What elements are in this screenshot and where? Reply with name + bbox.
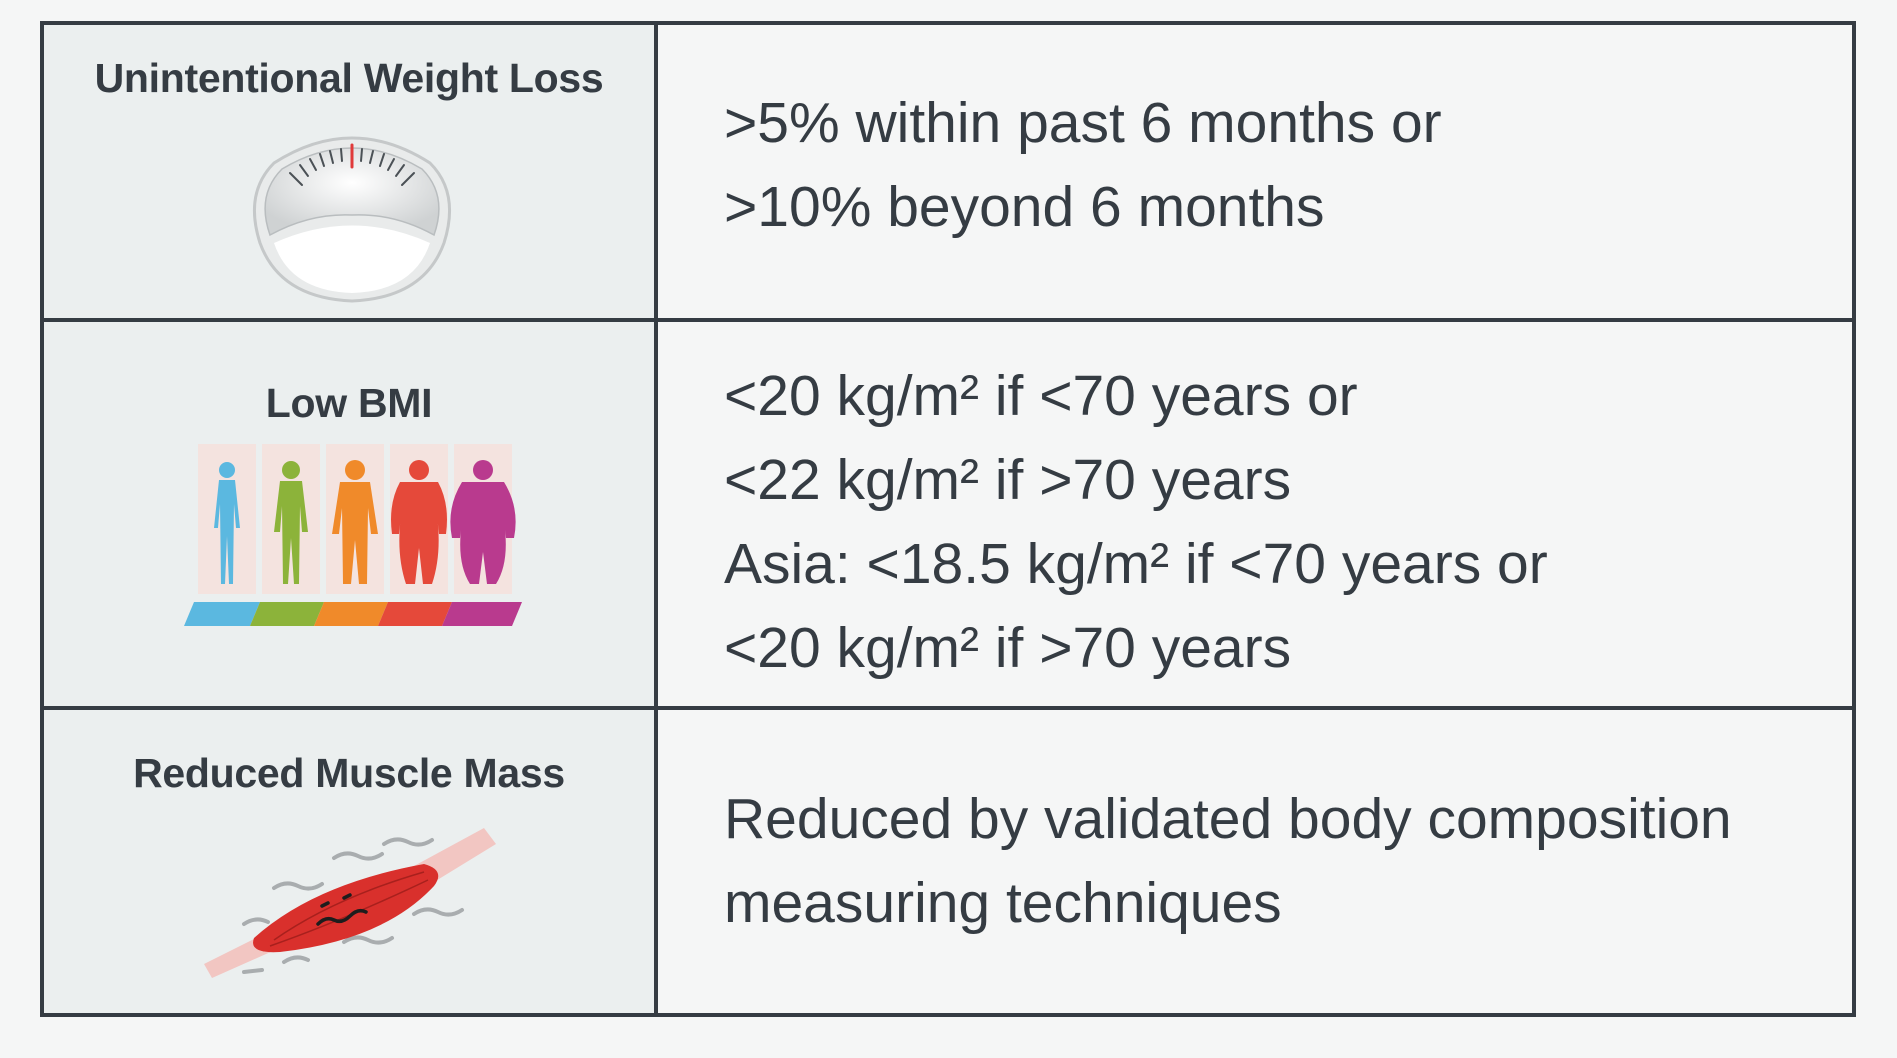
criteria-line: >5% within past 6 months or xyxy=(724,91,1442,155)
weight-loss-label-cell: Unintentional Weight Loss xyxy=(44,25,658,322)
low-bmi-criteria: <20 kg/m² if <70 years or <22 kg/m² if >… xyxy=(724,354,1548,690)
muscle-mass-label: Reduced Muscle Mass xyxy=(133,750,565,796)
weight-loss-criteria: >5% within past 6 months or >10% beyond … xyxy=(724,81,1442,249)
criteria-line: <20 kg/m² if <70 years or xyxy=(724,364,1358,428)
muscle-mass-criteria: Reduced by validated body composition me… xyxy=(724,777,1732,945)
criteria-line: measuring techniques xyxy=(724,871,1282,935)
muscle-mass-value-cell: Reduced by validated body composition me… xyxy=(658,710,1852,1013)
weighing-scale-icon xyxy=(244,123,460,308)
criteria-line: Reduced by validated body composition xyxy=(724,787,1732,851)
weight-loss-label: Unintentional Weight Loss xyxy=(94,55,604,101)
low-bmi-label: Low BMI xyxy=(265,380,433,426)
low-bmi-label-cell: Low BMI xyxy=(44,322,658,710)
weight-loss-value-cell: >5% within past 6 months or >10% beyond … xyxy=(658,25,1852,322)
criteria-table: Unintentional Weight Loss xyxy=(40,21,1856,1017)
muscle-mass-label-cell: Reduced Muscle Mass xyxy=(44,710,658,1013)
criteria-line: Asia: <18.5 kg/m² if <70 years or xyxy=(724,532,1548,596)
body-silhouettes-bmi-icon xyxy=(184,444,524,639)
criteria-line: >10% beyond 6 months xyxy=(724,175,1325,239)
criteria-line: <22 kg/m² if >70 years xyxy=(724,448,1292,512)
low-bmi-value-cell: <20 kg/m² if <70 years or <22 kg/m² if >… xyxy=(658,322,1852,710)
criteria-line: <20 kg/m² if >70 years xyxy=(724,616,1292,680)
muscle-fiber-icon xyxy=(184,814,524,989)
